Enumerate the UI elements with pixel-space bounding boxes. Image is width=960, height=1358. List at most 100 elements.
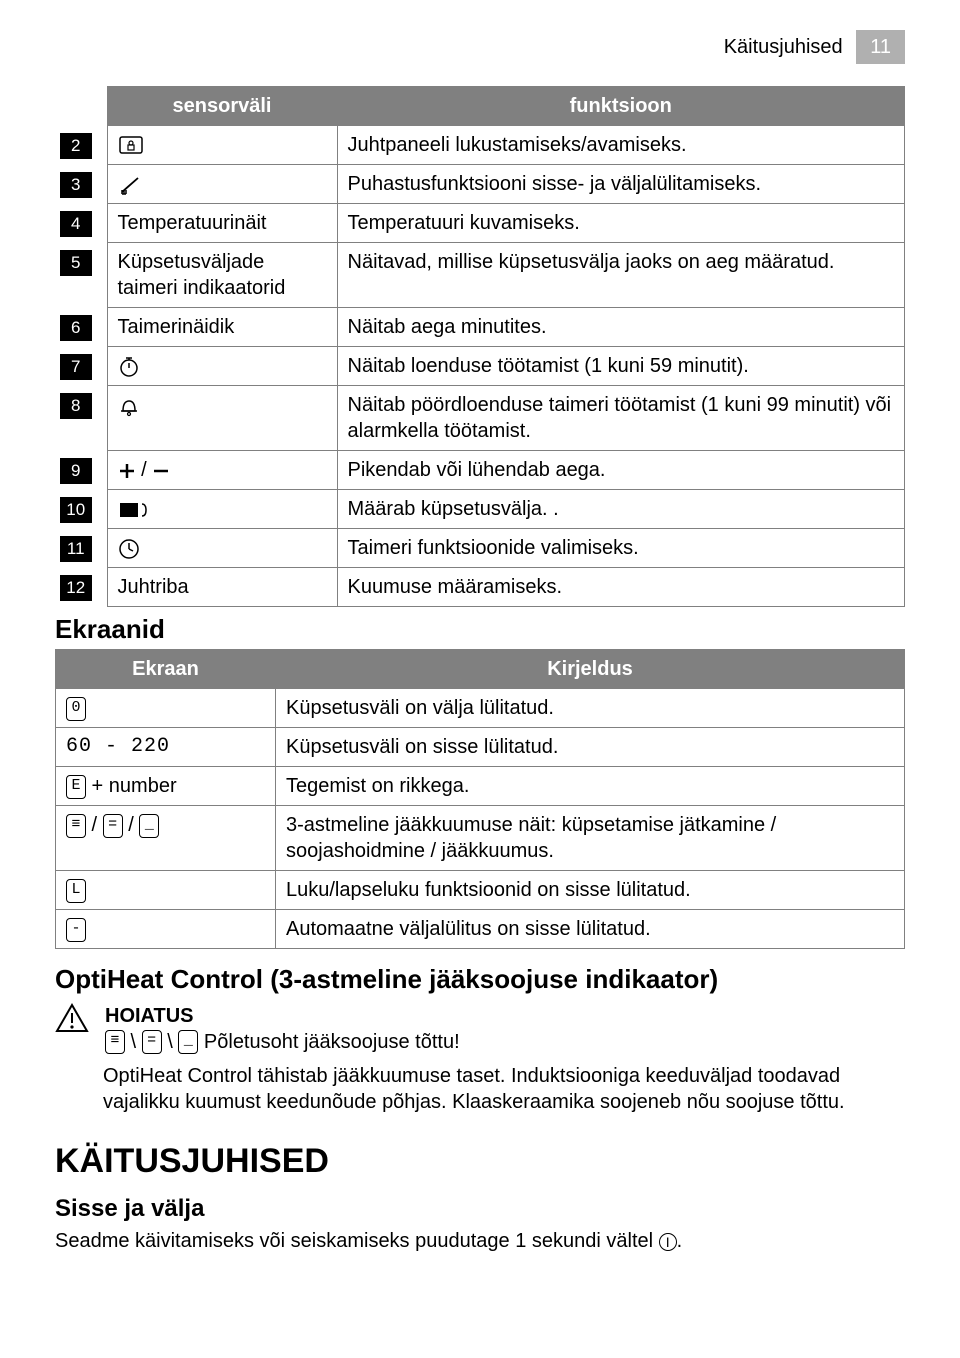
ekraan-table: Ekraan Kirjeldus 0 Küpsetusväli on välja… <box>55 649 905 949</box>
warning-block: HOIATUS ≡ \ = \ _ Põletusoht jääksoojuse… <box>55 1003 905 1055</box>
sensor-cell <box>107 165 337 204</box>
warning-line: ≡ \ = \ _ Põletusoht jääksoojuse tõttu! <box>105 1029 460 1055</box>
lock-key-icon <box>118 135 146 157</box>
col-sensor: sensorväli <box>107 87 337 126</box>
heat3-icon: ≡ <box>105 1030 125 1054</box>
table-row: 6 Taimerinäidik Näitab aega minutites. <box>55 308 905 347</box>
desc-cell: Küpsetusväli on sisse lülitatud. <box>276 727 905 766</box>
table-row: 8 Näitab pöördloenduse taimeri töötamist… <box>55 386 905 451</box>
row-num: 11 <box>60 536 92 562</box>
fn-cell: Näitavad, millise küpsetusvälja jaoks on… <box>337 243 905 308</box>
display-cell: 0 <box>56 688 276 727</box>
display-cell: ≡ / = / _ <box>56 805 276 870</box>
heat1-icon: _ <box>178 1030 198 1054</box>
onoff-text-b: . <box>677 1230 683 1252</box>
desc-cell: 3-astmeline jääkkuumuse näit: küpsetamis… <box>276 805 905 870</box>
header-title: Käitusjuhised <box>724 36 843 58</box>
display-cell: L <box>56 870 276 909</box>
sensor-cell <box>107 347 337 386</box>
sensor-cell: / <box>107 451 337 490</box>
sensor-cell: Temperatuurinäit <box>107 204 337 243</box>
sensor-cell: Juhtriba <box>107 568 337 607</box>
display-cell: E + number <box>56 766 276 805</box>
desc-cell: Küpsetusväli on välja lülitatud. <box>276 688 905 727</box>
col-function: funktsioon <box>337 87 905 126</box>
row-num: 6 <box>60 315 92 341</box>
heat1-icon: _ <box>139 814 159 838</box>
warning-text: Põletusoht jääksoojuse tõttu! <box>204 1031 460 1053</box>
table-row: 60 - 220 Küpsetusväli on sisse lülitatud… <box>56 727 905 766</box>
table-row: 10 Määrab küpsetusvälja. . <box>55 490 905 529</box>
heat3-icon: ≡ <box>66 814 86 838</box>
row-num: 4 <box>60 211 92 237</box>
warning-title: HOIATUS <box>105 1003 460 1029</box>
sensor-cell <box>107 126 337 165</box>
row-num: 2 <box>60 133 92 159</box>
desc-cell: Automaatne väljalülitus on sisse lülitat… <box>276 909 905 948</box>
display-char: L <box>66 879 86 903</box>
col-desc: Kirjeldus <box>276 649 905 688</box>
stopwatch-icon <box>118 356 140 378</box>
optiheat-paragraph: OptiHeat Control tähistab jääkkuumuse ta… <box>103 1063 905 1115</box>
table-row: 0 Küpsetusväli on välja lülitatud. <box>56 688 905 727</box>
main-heading: KÄITUSJUHISED <box>55 1139 905 1183</box>
blank-header <box>55 87 107 126</box>
table-row: 4 Temperatuurinäit Temperatuuri kuvamise… <box>55 204 905 243</box>
fn-cell: Pikendab või lühendab aega. <box>337 451 905 490</box>
table-row: 7 Näitab loenduse töötamist (1 kuni 59 m… <box>55 347 905 386</box>
heat2-icon: = <box>103 814 123 838</box>
display-char: E <box>66 775 86 799</box>
slash: / <box>141 459 152 481</box>
zone-select-icon <box>118 500 150 520</box>
table-row: 9 / Pikendab või lühendab aega. <box>55 451 905 490</box>
table-row: 3 Puhastusfunktsiooni sisse- ja väljalül… <box>55 165 905 204</box>
fn-cell: Näitab loenduse töötamist (1 kuni 59 min… <box>337 347 905 386</box>
row-num: 8 <box>60 393 92 419</box>
col-ekraan: Ekraan <box>56 649 276 688</box>
onoff-paragraph: Seadme käivitamiseks või seiskamiseks pu… <box>55 1228 905 1254</box>
fn-cell: Temperatuuri kuvamiseks. <box>337 204 905 243</box>
cleaning-icon <box>118 174 146 196</box>
desc-cell: Tegemist on rikkega. <box>276 766 905 805</box>
table-row: E + number Tegemist on rikkega. <box>56 766 905 805</box>
onoff-text-a: Seadme käivitamiseks või seiskamiseks pu… <box>55 1230 659 1252</box>
sensor-cell <box>107 490 337 529</box>
power-icon: I <box>659 1233 677 1251</box>
plus-icon <box>118 462 136 480</box>
fn-cell: Taimeri funktsioonide valimiseks. <box>337 529 905 568</box>
row-num: 12 <box>60 575 92 601</box>
sensor-cell: Küpsetusväljade taimeri indikaatorid <box>107 243 337 308</box>
warning-icon <box>55 1003 89 1033</box>
row-num: 10 <box>60 497 92 523</box>
row-num: 5 <box>60 250 92 276</box>
sub-heading: Sisse ja välja <box>55 1193 905 1224</box>
optiheat-heading: OptiHeat Control (3-astmeline jääksoojus… <box>55 963 905 997</box>
display-suffix: + number <box>86 775 177 797</box>
display-char: - <box>66 918 86 942</box>
bell-icon <box>118 395 140 417</box>
minus-icon <box>152 462 170 480</box>
row-num: 9 <box>60 458 92 484</box>
table-row: 11 Taimeri funktsioonide valimiseks. <box>55 529 905 568</box>
fn-cell: Näitab aega minutites. <box>337 308 905 347</box>
page-number: 11 <box>856 30 905 64</box>
fn-cell: Juhtpaneeli lukustamiseks/avamiseks. <box>337 126 905 165</box>
clock-icon <box>118 538 140 560</box>
fn-cell: Näitab pöördloenduse taimeri töötamist (… <box>337 386 905 451</box>
fn-cell: Kuumuse määramiseks. <box>337 568 905 607</box>
fn-cell: Määrab küpsetusvälja. . <box>337 490 905 529</box>
fn-cell: Puhastusfunktsiooni sisse- ja väljalülit… <box>337 165 905 204</box>
sensor-cell <box>107 529 337 568</box>
heat2-icon: = <box>142 1030 162 1054</box>
page-header: Käitusjuhised 11 <box>55 30 905 64</box>
table-row: 5 Küpsetusväljade taimeri indikaatorid N… <box>55 243 905 308</box>
table-row: - Automaatne väljalülitus on sisse lülit… <box>56 909 905 948</box>
sensor-cell <box>107 386 337 451</box>
display-cell: - <box>56 909 276 948</box>
sensor-cell: Taimerinäidik <box>107 308 337 347</box>
desc-cell: Luku/lapseluku funktsioonid on sisse lül… <box>276 870 905 909</box>
table-row: 2 Juhtpaneeli lukustamiseks/avamiseks. <box>55 126 905 165</box>
display-char: 0 <box>66 697 86 721</box>
display-cell: 60 - 220 <box>56 727 276 766</box>
table-row: 12 Juhtriba Kuumuse määramiseks. <box>55 568 905 607</box>
